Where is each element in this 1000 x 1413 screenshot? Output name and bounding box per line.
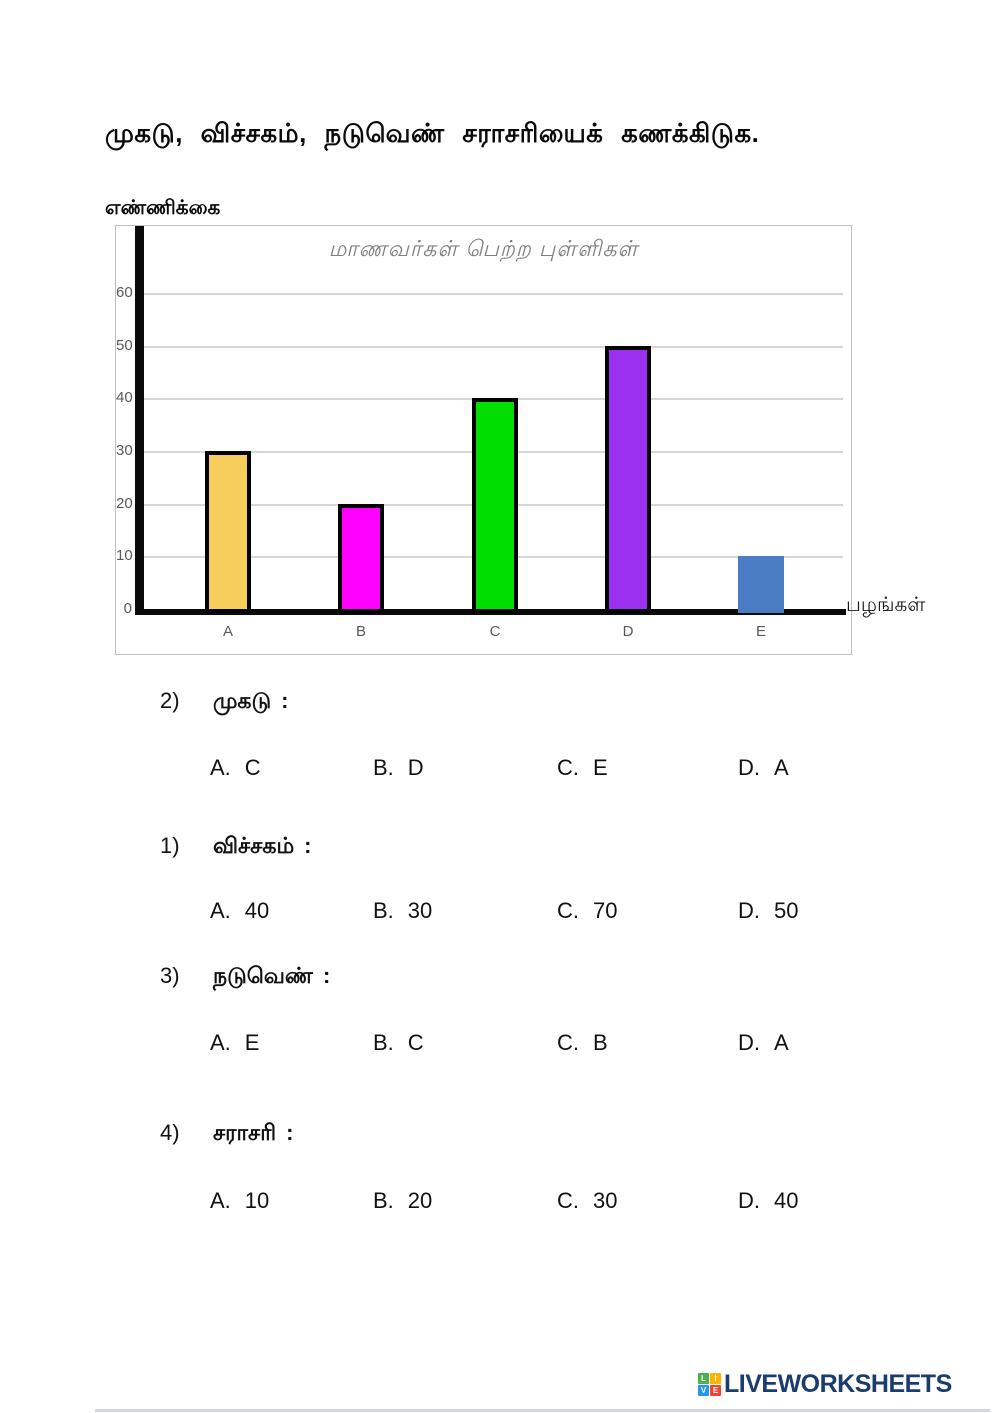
option-value: E xyxy=(244,1030,260,1055)
x-tick-A: A xyxy=(222,623,233,640)
x-tick-E: E xyxy=(755,623,766,640)
question-1-option-C[interactable]: C. 70 xyxy=(557,898,617,924)
option-value: 20 xyxy=(407,1188,433,1213)
question-label: முகடு xyxy=(213,688,272,713)
question-4-option-D[interactable]: D. 40 xyxy=(738,1188,798,1214)
logo-square-I: I xyxy=(710,1373,721,1384)
question-title-4: சராசரி: xyxy=(213,1120,293,1149)
question-label: விச்சகம் xyxy=(213,833,295,858)
question-1-option-A[interactable]: A. 40 xyxy=(210,898,269,924)
question-colon: : xyxy=(322,963,331,988)
option-value: 30 xyxy=(593,1188,618,1213)
y-tick-40: 40 xyxy=(116,389,133,407)
liveworksheets-logo-text: LIVEWORKSHEETS xyxy=(724,1370,952,1398)
option-value: A xyxy=(774,1030,789,1055)
option-value: C xyxy=(407,1030,424,1055)
question-3-option-A[interactable]: A. E xyxy=(210,1030,259,1056)
bar-E xyxy=(738,556,784,613)
y-axis-line xyxy=(135,226,144,615)
y-tick-10: 10 xyxy=(116,547,133,565)
option-letter: C. xyxy=(557,1030,579,1055)
option-value: A xyxy=(774,755,789,780)
page-bottom-edge xyxy=(95,1409,990,1412)
gridline-60 xyxy=(135,293,843,295)
option-letter: B. xyxy=(373,1188,394,1213)
bar-D xyxy=(605,346,651,613)
option-value: B xyxy=(593,1030,608,1055)
option-letter: B. xyxy=(373,1030,394,1055)
option-letter: B. xyxy=(373,755,394,780)
question-number-2: 2) xyxy=(160,688,180,713)
bar-A xyxy=(205,451,251,613)
option-value: D xyxy=(407,755,424,780)
question-colon: : xyxy=(286,1120,294,1145)
option-value: 50 xyxy=(774,898,799,923)
worksheet-title: முகடு, விச்சகம், நடுவெண் சராசரியைக் கணக்… xyxy=(105,118,760,148)
option-value: 40 xyxy=(774,1188,799,1213)
y-tick-20: 20 xyxy=(116,494,133,512)
y-tick-60: 60 xyxy=(116,284,133,301)
question-number-1: 1) xyxy=(160,833,180,858)
logo-square-E: E xyxy=(710,1385,721,1396)
question-1-option-B[interactable]: B. 30 xyxy=(373,898,432,924)
x-axis-title: பழங்கள் xyxy=(846,594,926,616)
question-colon: : xyxy=(281,688,289,713)
question-2-option-D[interactable]: D. A xyxy=(738,755,789,781)
option-value: 40 xyxy=(244,898,270,923)
option-letter: D. xyxy=(738,898,760,923)
question-3-option-B[interactable]: B. C xyxy=(373,1030,424,1056)
question-label: நடுவெண் xyxy=(213,963,313,988)
option-letter: C. xyxy=(557,898,579,923)
option-letter: A. xyxy=(210,755,231,780)
y-tick-50: 50 xyxy=(116,336,133,354)
logo-square-L: L xyxy=(698,1373,709,1384)
bar-C xyxy=(472,398,518,613)
bar-B xyxy=(338,504,384,613)
option-value: E xyxy=(593,755,608,780)
gridline-50 xyxy=(135,345,843,348)
x-tick-B: B xyxy=(355,623,366,640)
option-letter: D. xyxy=(738,1188,760,1213)
option-letter: C. xyxy=(557,1188,579,1213)
question-number-3: 3) xyxy=(160,963,180,988)
bar-chart: மாணவர்கள் பெற்ற புள்ளிகள் 0 10 20 30 40 50 60 A… xyxy=(115,225,852,655)
y-axis-title: எண்ணிக்கை xyxy=(105,197,221,219)
option-letter: A. xyxy=(210,1030,231,1055)
question-2-option-A[interactable]: A. C xyxy=(210,755,261,781)
option-letter: D. xyxy=(738,755,760,780)
question-colon: : xyxy=(304,833,312,858)
option-letter: D. xyxy=(738,1030,760,1055)
chart-title: மாணவர்கள் பெற்ற புள்ளிகள் xyxy=(328,236,639,261)
x-tick-D: D xyxy=(622,623,634,640)
option-letter: A. xyxy=(210,898,231,923)
option-value: 30 xyxy=(407,898,433,923)
logo-square-V: V xyxy=(698,1385,709,1396)
question-4-option-A[interactable]: A. 10 xyxy=(210,1188,269,1214)
x-tick-C: C xyxy=(489,623,501,640)
y-tick-30: 30 xyxy=(116,442,133,459)
option-value: 10 xyxy=(244,1188,270,1213)
option-letter: C. xyxy=(557,755,579,780)
question-number-4: 4) xyxy=(160,1120,180,1145)
option-value: C xyxy=(244,755,261,780)
option-letter: A. xyxy=(210,1188,231,1213)
question-2-option-B[interactable]: B. D xyxy=(373,755,424,781)
question-label: சராசரி xyxy=(213,1120,277,1145)
y-tick-0: 0 xyxy=(123,600,132,617)
question-3-option-C[interactable]: C. B xyxy=(557,1030,608,1056)
option-value: 70 xyxy=(593,898,618,923)
option-letter: B. xyxy=(373,898,394,923)
question-3-option-D[interactable]: D. A xyxy=(738,1030,789,1056)
question-4-option-B[interactable]: B. 20 xyxy=(373,1188,432,1214)
question-title-1: விச்சகம்: xyxy=(213,833,312,862)
question-1-option-D[interactable]: D. 50 xyxy=(738,898,798,924)
question-2-option-C[interactable]: C. E xyxy=(557,755,608,781)
question-title-2: முகடு: xyxy=(213,688,288,717)
question-title-3: நடுவெண்: xyxy=(213,963,330,992)
question-4-option-C[interactable]: C. 30 xyxy=(557,1188,617,1214)
